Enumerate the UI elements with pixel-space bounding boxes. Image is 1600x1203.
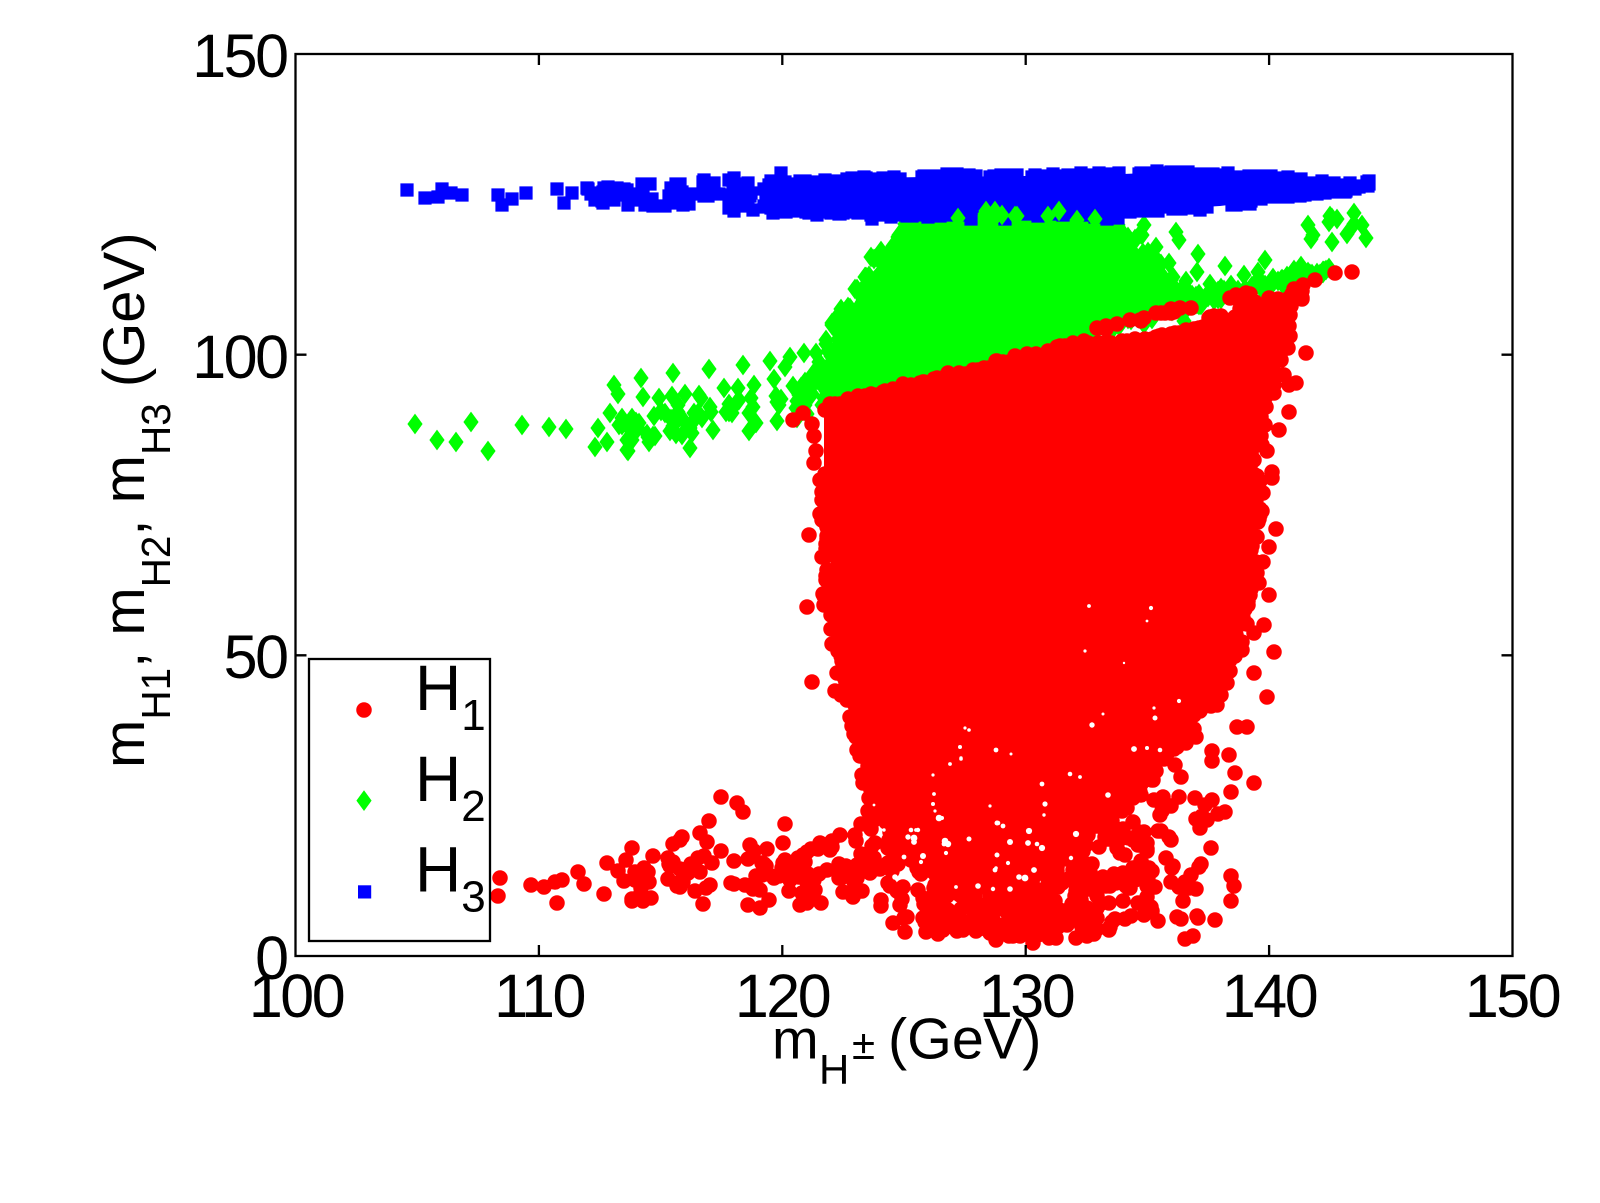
svg-text:(GeV): (GeV) xyxy=(888,1008,1041,1072)
svg-text:130: 130 xyxy=(979,962,1074,1030)
svg-text:H: H xyxy=(819,1046,849,1093)
svg-text:100: 100 xyxy=(192,323,287,391)
svg-text:±: ± xyxy=(852,1021,875,1068)
svg-text:100: 100 xyxy=(249,962,344,1030)
svg-text:150: 150 xyxy=(1465,962,1560,1030)
svg-text:150: 150 xyxy=(192,22,287,90)
svg-text:m: m xyxy=(772,1008,819,1071)
svg-text:140: 140 xyxy=(1222,962,1317,1030)
svg-text:110: 110 xyxy=(494,962,584,1030)
svg-text:0: 0 xyxy=(255,924,287,992)
svg-text:50: 50 xyxy=(224,623,287,691)
svg-text:120: 120 xyxy=(735,962,830,1030)
